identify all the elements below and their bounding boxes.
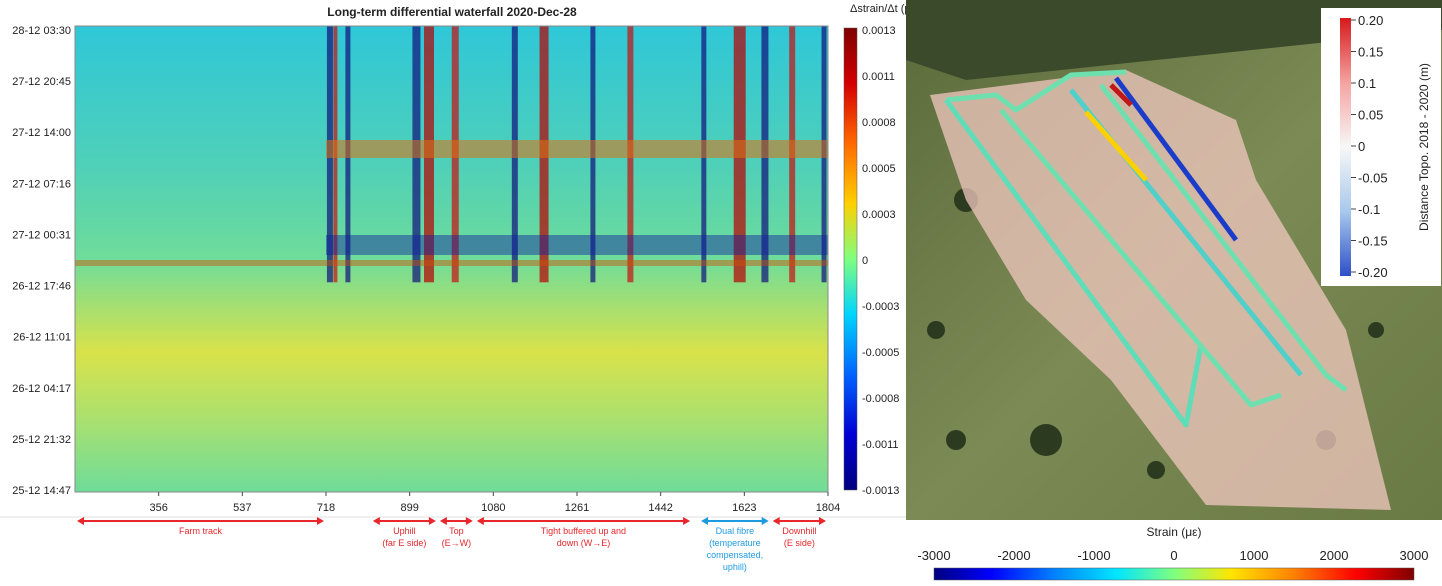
colorbar-label: Δstrain/Δt (με/s) (850, 3, 906, 15)
colorbar-tick-label: 0.0005 (862, 163, 896, 175)
waterfall-chart: Long-term differential waterfall 2020-De… (0, 3, 906, 572)
annotation-arrowhead (772, 517, 780, 525)
topo-tick-label: 0.15 (1358, 45, 1383, 60)
annotation-label: uphill) (723, 562, 747, 572)
annotation-arrowhead (683, 517, 691, 525)
y-tick-label: 25-12 14:47 (12, 485, 71, 497)
strain-tick-label: -1000 (1077, 548, 1110, 563)
annotation-label: Tight buffered up and (541, 526, 626, 536)
annotation-label: down (W→E) (557, 538, 611, 548)
y-tick-label: 27-12 14:00 (12, 127, 71, 139)
topo-tick-label: 0.05 (1358, 108, 1383, 123)
x-tick-label: 1804 (816, 502, 840, 514)
strain-tick-label: 3000 (1400, 548, 1429, 563)
annotation-arrowhead (77, 517, 84, 525)
fibre-layout (943, 69, 1348, 428)
strain-colorbar-ticks: -3000 -2000 -1000 0 1000 2000 3000 (917, 548, 1428, 563)
chart-title: Long-term differential waterfall 2020-De… (327, 5, 577, 19)
annotation-arrowhead (428, 517, 436, 525)
topo-tick-label: -0.15 (1358, 234, 1388, 249)
y-tick-label: 26-12 11:01 (13, 332, 71, 344)
annotation-arrowhead (439, 517, 447, 525)
topo-colorbar-label: Distance Topo. 2018 - 2020 (m) (1417, 63, 1431, 231)
y-tick-label: 26-12 17:46 (12, 281, 71, 293)
colorbar-tick-label: -0.0008 (862, 393, 899, 405)
x-tick-label: 537 (233, 502, 251, 514)
aerial-view-panel: 0.20 0.15 0.1 0.05 0 -0.05 -0.1 -0.15 -0.20 Dist… (906, 0, 1442, 586)
annotation-label: (temperature (709, 538, 761, 548)
y-tick-label: 27-12 07:16 (12, 178, 71, 190)
topo-tick-label: 0.1 (1358, 76, 1376, 91)
y-tick-label: 27-12 20:45 (12, 76, 71, 88)
strain-tick-label: -3000 (917, 548, 950, 563)
heatmap-band (75, 260, 828, 266)
topo-tick-label: -0.1 (1358, 202, 1380, 217)
annotation-arrowhead (465, 517, 473, 525)
x-tick-label: 718 (317, 502, 335, 514)
topo-tick-label: 0.20 (1358, 13, 1383, 28)
annotation-label: (E→W) (442, 538, 472, 548)
x-tick-label: 1080 (481, 502, 505, 514)
annotation-label: Farm track (179, 526, 223, 536)
topo-difference-overlay (930, 70, 1391, 510)
x-axis-ticks: 356 537 718 899 1080 1261 1442 1623 1804 (149, 492, 840, 514)
colorbar-tick-label: 0.0008 (862, 117, 896, 129)
annotation-label: Top (449, 526, 464, 536)
annotation-label: Downhill (782, 526, 816, 536)
y-tick-label: 28-12 03:30 (12, 25, 71, 37)
annotation-arrowhead (701, 517, 709, 525)
colorbar-tick-label: 0 (862, 255, 868, 267)
colorbar (843, 27, 858, 491)
strain-tick-label: 0 (1170, 548, 1177, 563)
strain-tick-label: 2000 (1320, 548, 1349, 563)
annotation-arrowhead (819, 517, 826, 525)
topo-tick-label: 0 (1358, 139, 1365, 154)
colorbar-tick-label: -0.0011 (862, 439, 899, 451)
heatmap-plot-area (75, 26, 828, 492)
waterfall-chart-panel: Long-term differential waterfall 2020-De… (0, 3, 906, 572)
topo-colorbar-ticks: 0.20 0.15 0.1 0.05 0 -0.05 -0.1 -0.15 -0.20 (1351, 13, 1388, 280)
section-annotations: Farm track Uphill (far E side) Top (E→W) Tigh… (77, 517, 826, 572)
colorbar-tick-label: -0.0013 (862, 485, 899, 497)
x-tick-label: 1442 (648, 502, 672, 514)
annotation-arrowhead (372, 517, 380, 525)
topo-colorbar (1340, 18, 1351, 276)
x-tick-label: 899 (400, 502, 418, 514)
annotation-label: (E side) (784, 538, 815, 548)
x-tick-label: 1623 (732, 502, 756, 514)
annotation-arrowhead (476, 517, 484, 525)
topo-tick-label: -0.05 (1358, 171, 1388, 186)
colorbar-tick-label: -0.0005 (862, 347, 899, 359)
y-tick-label: 25-12 21:32 (12, 434, 71, 446)
annotation-label: Uphill (393, 526, 416, 536)
y-tick-label: 26-12 04:17 (12, 383, 71, 395)
y-axis-ticks: 28-12 03:30 27-12 20:45 27-12 14:00 27-12 0… (12, 25, 71, 497)
strain-tick-label: -2000 (997, 548, 1030, 563)
colorbar-ticks: 0.0013 0.0011 0.0008 0.0005 0.0003 0 -0.0003 -0… (862, 25, 899, 497)
annotation-label: (far E side) (382, 538, 426, 548)
strain-colorbar (933, 567, 1415, 581)
colorbar-tick-label: 0.0003 (862, 209, 896, 221)
x-tick-label: 1261 (565, 502, 589, 514)
aerial-figure: 0.20 0.15 0.1 0.05 0 -0.05 -0.1 -0.15 -0.20 Dist… (906, 0, 1442, 586)
colorbar-tick-label: 0.0013 (862, 25, 896, 37)
colorbar-tick-label: 0.0011 (862, 71, 895, 83)
y-tick-label: 27-12 00:31 (12, 229, 71, 241)
topo-tick-label: -0.20 (1358, 265, 1388, 280)
strain-colorbar-label: Strain (με) (1147, 525, 1202, 539)
annotation-arrowhead (317, 517, 324, 525)
x-tick-label: 356 (149, 502, 167, 514)
annotation-label: Dual fibre (716, 526, 755, 536)
plot-frame (74, 25, 829, 493)
annotation-arrowhead (761, 517, 769, 525)
heatmap-band (326, 140, 828, 158)
annotation-label: compensated, (707, 550, 764, 560)
heatmap-streaks (75, 26, 828, 283)
heatmap-band (326, 235, 828, 255)
colorbar-tick-label: -0.0003 (862, 301, 899, 313)
strain-tick-label: 1000 (1240, 548, 1269, 563)
terrain-shadow (906, 0, 1442, 80)
